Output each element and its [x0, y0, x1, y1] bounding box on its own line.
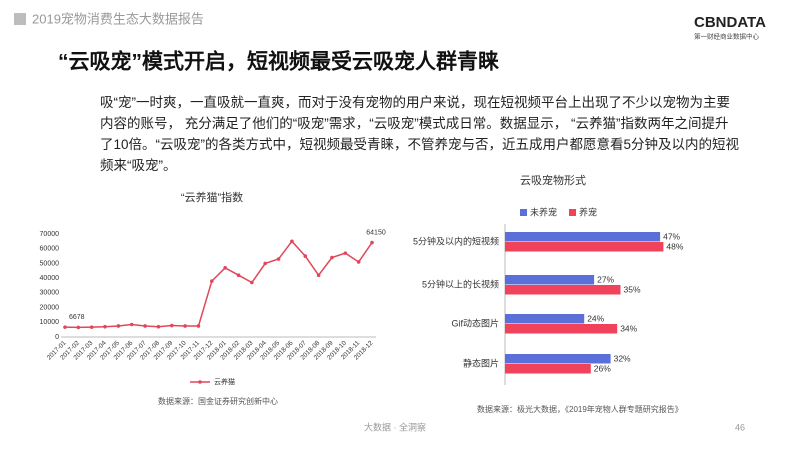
value-label: 34% [620, 323, 637, 333]
paragraph: 吸“宠”一时爽，一直吸就一直爽，而对于没有宠物的用户来说，现在短视频平台上出现了… [100, 95, 740, 173]
logo-sub: 第一财经商业数据中心 [694, 32, 760, 41]
bar [505, 354, 611, 364]
bar [505, 285, 621, 295]
y-tick-label: 60000 [40, 246, 60, 253]
marker [290, 239, 294, 244]
value-label: 26% [594, 363, 611, 373]
marker [303, 254, 308, 258]
legend-label: 未养宠 [530, 206, 557, 217]
marker [263, 261, 268, 266]
y-tick-label: 10000 [40, 319, 60, 326]
logo: CBNDATA [694, 14, 766, 31]
value-label: 35% [624, 284, 641, 294]
bar [505, 232, 661, 242]
chart-title: 云吸宠物形式 [520, 173, 586, 187]
marker [210, 279, 214, 283]
source: 数据来源：国金证券研究创新中心 [158, 396, 278, 406]
marker [250, 280, 254, 285]
marker [343, 251, 348, 255]
value-label: 64150 [366, 229, 386, 236]
line [64, 240, 373, 329]
marker [236, 273, 241, 278]
y-tick-label: 50000 [40, 260, 60, 267]
value-label: 24% [587, 313, 604, 323]
marker [103, 324, 107, 329]
source: 数据来源：极光大数据，《2019年宠物人群专题研究报告》 [477, 404, 683, 414]
value-label: 27% [597, 274, 614, 284]
y-tick-label: 70000 [40, 231, 60, 238]
marker [183, 324, 187, 328]
marker [370, 240, 374, 245]
value-label: 6678 [69, 314, 85, 321]
marker [129, 322, 134, 327]
marker [330, 255, 334, 260]
bar [505, 364, 591, 374]
marker [156, 324, 161, 329]
value-label: 47% [663, 231, 680, 241]
bar [505, 314, 585, 324]
y-tick-label: 20000 [40, 304, 60, 311]
slide-title: “云吸宠”模式开启，短视频最受云吸宠人群青睐 [58, 50, 499, 74]
legend-swatch [569, 209, 576, 216]
marker [169, 323, 174, 328]
marker [89, 325, 94, 329]
value-label: 32% [614, 353, 631, 363]
marker [116, 324, 121, 328]
y-tick-label: 30000 [40, 290, 60, 297]
category-label: 静态图片 [463, 357, 499, 368]
bar [505, 275, 595, 285]
category-label: Gif动态图片 [451, 317, 499, 328]
category-label: 5分钟及以内的短视频 [413, 235, 499, 246]
page-number: 46 [735, 422, 745, 432]
y-tick-label: 40000 [40, 275, 60, 282]
marker [316, 273, 321, 278]
legend-label: 云养猫 [214, 377, 235, 386]
category-label: 5分钟以上的长视频 [422, 278, 499, 289]
y-tick-label: 0 [55, 334, 59, 341]
marker [196, 324, 201, 328]
marker [63, 325, 67, 329]
chart-title: “云养猫”指数 [181, 190, 243, 204]
marker [143, 324, 147, 328]
footer: 大数据 · 全洞察 [364, 421, 426, 432]
marker [276, 257, 281, 261]
legend-swatch [520, 209, 527, 216]
marker [223, 266, 227, 270]
legend-label: 养宠 [579, 206, 597, 217]
value-label: 48% [666, 241, 683, 251]
bar [505, 242, 664, 252]
marker [356, 260, 361, 264]
bar [505, 324, 618, 334]
report-name: 2019宠物消费生态大数据报告 [32, 11, 204, 26]
header-square [14, 13, 26, 25]
marker [76, 325, 81, 330]
legend-marker [198, 380, 202, 384]
